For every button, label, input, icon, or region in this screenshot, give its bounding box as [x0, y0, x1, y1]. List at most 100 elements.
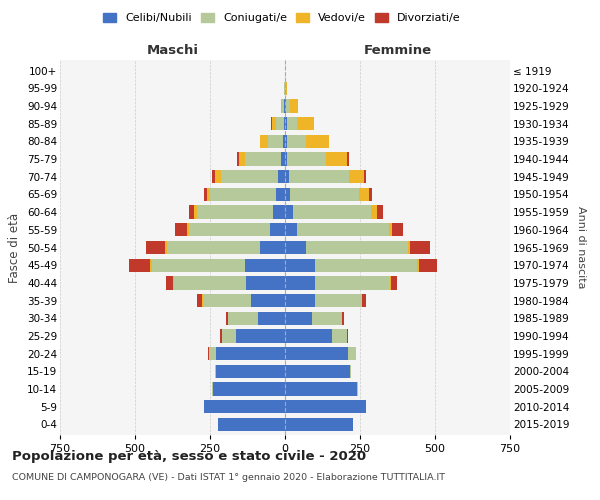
- Bar: [146, 241, 165, 254]
- Bar: [226, 312, 228, 325]
- Bar: [285, 100, 286, 112]
- Legend: Celibi/Nubili, Coniugati/e, Vedovi/e, Divorziati/e: Celibi/Nubili, Coniugati/e, Vedovi/e, Di…: [99, 8, 465, 28]
- Bar: [285, 276, 315, 289]
- Bar: [285, 364, 349, 378]
- Bar: [290, 100, 298, 112]
- Bar: [245, 152, 281, 166]
- Bar: [355, 347, 356, 360]
- Bar: [285, 258, 315, 272]
- Bar: [284, 117, 285, 130]
- Bar: [297, 223, 389, 236]
- Bar: [286, 100, 290, 112]
- Text: Femmine: Femmine: [364, 44, 431, 58]
- Bar: [342, 312, 344, 325]
- Bar: [218, 418, 285, 431]
- Bar: [357, 382, 358, 396]
- Bar: [212, 170, 215, 183]
- Bar: [208, 347, 209, 360]
- Bar: [239, 152, 245, 166]
- Bar: [273, 206, 285, 219]
- Bar: [213, 382, 285, 396]
- Bar: [285, 382, 357, 396]
- Bar: [417, 258, 419, 272]
- Bar: [216, 347, 285, 360]
- Bar: [165, 241, 167, 254]
- Bar: [389, 223, 392, 236]
- Bar: [197, 294, 202, 307]
- Text: COMUNE DI CAMPONOGARA (VE) - Dati ISTAT 1° gennaio 2020 - Elaborazione TUTTITALI: COMUNE DI CAMPONOGARA (VE) - Dati ISTAT …: [12, 472, 445, 482]
- Bar: [204, 400, 285, 413]
- Y-axis label: Anni di nascita: Anni di nascita: [576, 206, 586, 289]
- Text: Popolazione per età, sesso e stato civile - 2020: Popolazione per età, sesso e stato civil…: [12, 450, 366, 463]
- Bar: [151, 258, 245, 272]
- Bar: [286, 82, 287, 95]
- Bar: [166, 276, 173, 289]
- Bar: [312, 312, 342, 325]
- Bar: [210, 188, 276, 201]
- Bar: [287, 152, 326, 166]
- Bar: [235, 330, 285, 342]
- Bar: [173, 276, 174, 289]
- Bar: [285, 117, 287, 130]
- Bar: [270, 223, 285, 236]
- Bar: [390, 276, 391, 289]
- Bar: [285, 400, 366, 413]
- Bar: [216, 364, 285, 378]
- Bar: [276, 117, 284, 130]
- Bar: [315, 276, 390, 289]
- Bar: [276, 188, 285, 201]
- Bar: [306, 241, 408, 254]
- Bar: [361, 294, 362, 307]
- Bar: [281, 100, 282, 112]
- Bar: [285, 134, 287, 148]
- Bar: [349, 364, 351, 378]
- Bar: [285, 223, 297, 236]
- Bar: [260, 241, 285, 254]
- Y-axis label: Fasce di età: Fasce di età: [8, 212, 22, 282]
- Bar: [215, 170, 221, 183]
- Bar: [285, 241, 306, 254]
- Bar: [212, 382, 213, 396]
- Bar: [220, 330, 222, 342]
- Bar: [221, 170, 277, 183]
- Bar: [285, 206, 293, 219]
- Bar: [174, 276, 246, 289]
- Bar: [347, 152, 349, 166]
- Bar: [130, 258, 151, 272]
- Bar: [347, 330, 348, 342]
- Bar: [284, 100, 285, 112]
- Bar: [326, 152, 347, 166]
- Bar: [392, 223, 403, 236]
- Bar: [189, 206, 193, 219]
- Bar: [285, 418, 353, 431]
- Bar: [348, 347, 355, 360]
- Bar: [207, 188, 210, 201]
- Bar: [287, 117, 297, 130]
- Bar: [260, 134, 268, 148]
- Text: Maschi: Maschi: [146, 44, 199, 58]
- Bar: [287, 134, 306, 148]
- Bar: [349, 170, 364, 183]
- Bar: [408, 241, 410, 254]
- Bar: [228, 312, 258, 325]
- Bar: [315, 294, 361, 307]
- Bar: [251, 294, 285, 307]
- Bar: [297, 117, 314, 130]
- Bar: [271, 117, 276, 130]
- Bar: [410, 241, 430, 254]
- Bar: [293, 206, 371, 219]
- Bar: [419, 258, 437, 272]
- Bar: [204, 188, 207, 201]
- Bar: [282, 100, 284, 112]
- Bar: [237, 152, 239, 166]
- Bar: [285, 330, 331, 342]
- Bar: [197, 206, 273, 219]
- Bar: [203, 294, 251, 307]
- Bar: [175, 223, 187, 236]
- Bar: [222, 330, 235, 342]
- Bar: [285, 294, 315, 307]
- Bar: [331, 330, 347, 342]
- Bar: [277, 170, 285, 183]
- Bar: [362, 294, 366, 307]
- Bar: [245, 258, 285, 272]
